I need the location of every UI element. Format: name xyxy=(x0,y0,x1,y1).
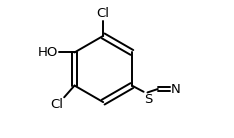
Text: HO: HO xyxy=(38,46,58,59)
Text: S: S xyxy=(144,93,153,106)
Text: Cl: Cl xyxy=(51,98,63,111)
Text: N: N xyxy=(171,83,180,95)
Text: Cl: Cl xyxy=(97,7,110,20)
